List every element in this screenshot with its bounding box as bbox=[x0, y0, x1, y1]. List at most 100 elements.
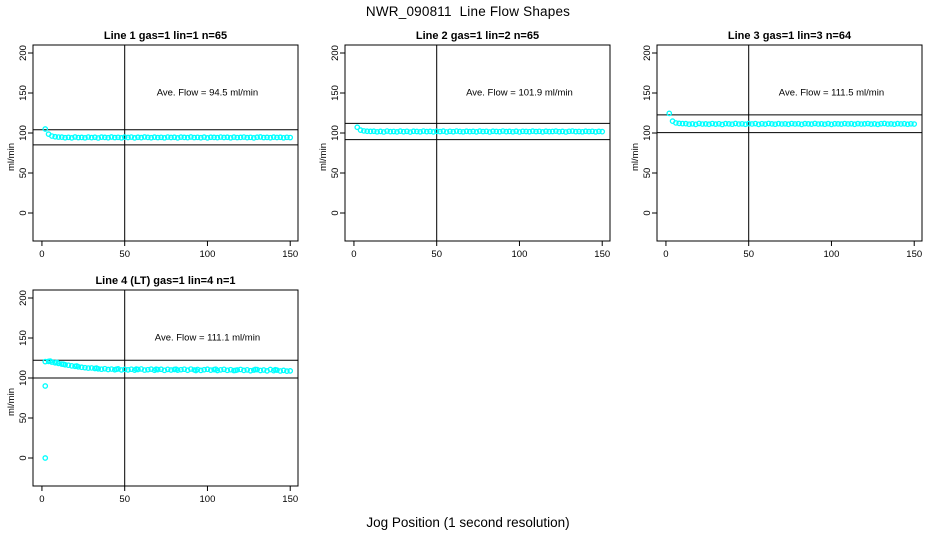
data-point bbox=[572, 128, 579, 135]
data-point bbox=[699, 121, 706, 127]
data-point bbox=[164, 134, 171, 140]
data-point bbox=[227, 134, 234, 141]
data-point bbox=[430, 129, 437, 135]
data-point bbox=[354, 124, 361, 131]
panel-title: Line 4 (LT) gas=1 lin=4 n=1 bbox=[95, 275, 235, 287]
y-tick-label: 100 bbox=[18, 370, 29, 386]
data-point-outlier bbox=[47, 358, 54, 364]
data-point bbox=[865, 120, 871, 127]
y-tick-label: 0 bbox=[642, 210, 653, 215]
data-point bbox=[105, 134, 111, 141]
data-point bbox=[772, 121, 779, 128]
data-point bbox=[75, 134, 82, 141]
data-point bbox=[250, 135, 257, 141]
data-point bbox=[241, 367, 247, 374]
data-point bbox=[874, 121, 881, 128]
x-tick-label: 50 bbox=[743, 249, 754, 260]
data-point bbox=[101, 365, 108, 372]
data-point bbox=[562, 129, 569, 135]
data-point bbox=[194, 134, 201, 141]
data-point bbox=[493, 128, 500, 135]
data-point bbox=[805, 121, 812, 127]
data-point bbox=[101, 134, 108, 141]
data-point bbox=[364, 128, 371, 135]
data-point bbox=[457, 128, 463, 135]
data-point bbox=[543, 128, 549, 135]
x-tick-label: 0 bbox=[351, 249, 356, 260]
data-point bbox=[682, 120, 689, 127]
data-point bbox=[686, 121, 692, 128]
x-tick-label: 0 bbox=[39, 249, 44, 260]
y-tick-label: 50 bbox=[642, 168, 653, 179]
data-point bbox=[666, 110, 673, 117]
data-point bbox=[390, 128, 397, 135]
data-point bbox=[277, 368, 284, 374]
chart-main-title: NWR_090811 Line Flow Shapes bbox=[365, 4, 571, 19]
data-point bbox=[98, 366, 105, 373]
data-point bbox=[749, 121, 755, 127]
data-point bbox=[696, 120, 702, 127]
data-point bbox=[204, 135, 211, 141]
data-points bbox=[42, 358, 294, 461]
data-point bbox=[463, 128, 470, 135]
data-point bbox=[380, 129, 387, 135]
data-point bbox=[234, 134, 241, 141]
data-point bbox=[825, 120, 831, 127]
data-point bbox=[231, 134, 237, 141]
x-tick-label: 0 bbox=[39, 494, 44, 505]
plot-box bbox=[32, 44, 299, 242]
data-point bbox=[111, 134, 118, 141]
data-point bbox=[447, 128, 453, 135]
data-point bbox=[98, 134, 105, 141]
data-point bbox=[141, 367, 148, 373]
data-point bbox=[207, 367, 214, 374]
data-point-outlier bbox=[212, 366, 219, 373]
data-point bbox=[85, 365, 92, 371]
data-point bbox=[792, 121, 798, 127]
data-point bbox=[427, 128, 433, 135]
data-point bbox=[513, 128, 519, 135]
x-tick-label: 100 bbox=[200, 249, 216, 260]
data-point bbox=[284, 134, 290, 141]
data-point bbox=[782, 120, 788, 127]
data-point bbox=[244, 134, 251, 141]
panel-title: Line 2 gas=1 lin=2 n=65 bbox=[416, 30, 539, 42]
data-point bbox=[82, 134, 88, 141]
data-point bbox=[692, 121, 699, 128]
data-point bbox=[702, 121, 709, 127]
data-point bbox=[496, 128, 503, 135]
data-point bbox=[410, 128, 417, 135]
data-point bbox=[712, 121, 719, 127]
data-point bbox=[881, 120, 888, 127]
data-point bbox=[257, 367, 264, 374]
data-point bbox=[62, 134, 68, 141]
data-point-outlier bbox=[73, 363, 80, 369]
data-point-outlier bbox=[252, 366, 259, 373]
data-point bbox=[221, 134, 227, 141]
data-point bbox=[785, 121, 792, 128]
data-point bbox=[121, 366, 128, 373]
data-point bbox=[224, 134, 231, 141]
y-tick-label: 200 bbox=[330, 45, 341, 61]
x-tick-label: 50 bbox=[431, 249, 442, 260]
data-point bbox=[689, 120, 696, 127]
data-point bbox=[706, 121, 712, 128]
data-points bbox=[354, 124, 606, 135]
data-point bbox=[420, 128, 427, 134]
data-point bbox=[168, 134, 174, 141]
data-point bbox=[78, 364, 85, 371]
avg-flow-annotation: Ave. Flow = 94.5 ml/min bbox=[157, 87, 258, 98]
data-point bbox=[413, 128, 420, 135]
data-point bbox=[181, 134, 188, 141]
data-point bbox=[500, 128, 506, 134]
data-point bbox=[55, 134, 62, 140]
data-point bbox=[802, 120, 808, 127]
data-point bbox=[891, 121, 898, 128]
data-point bbox=[828, 121, 835, 128]
y-tick-label: 50 bbox=[330, 168, 341, 179]
data-point bbox=[855, 120, 861, 127]
data-point bbox=[480, 128, 486, 135]
avg-flow-annotation: Ave. Flow = 101.9 ml/min bbox=[466, 87, 573, 98]
data-point bbox=[729, 121, 735, 128]
data-point bbox=[795, 120, 802, 127]
